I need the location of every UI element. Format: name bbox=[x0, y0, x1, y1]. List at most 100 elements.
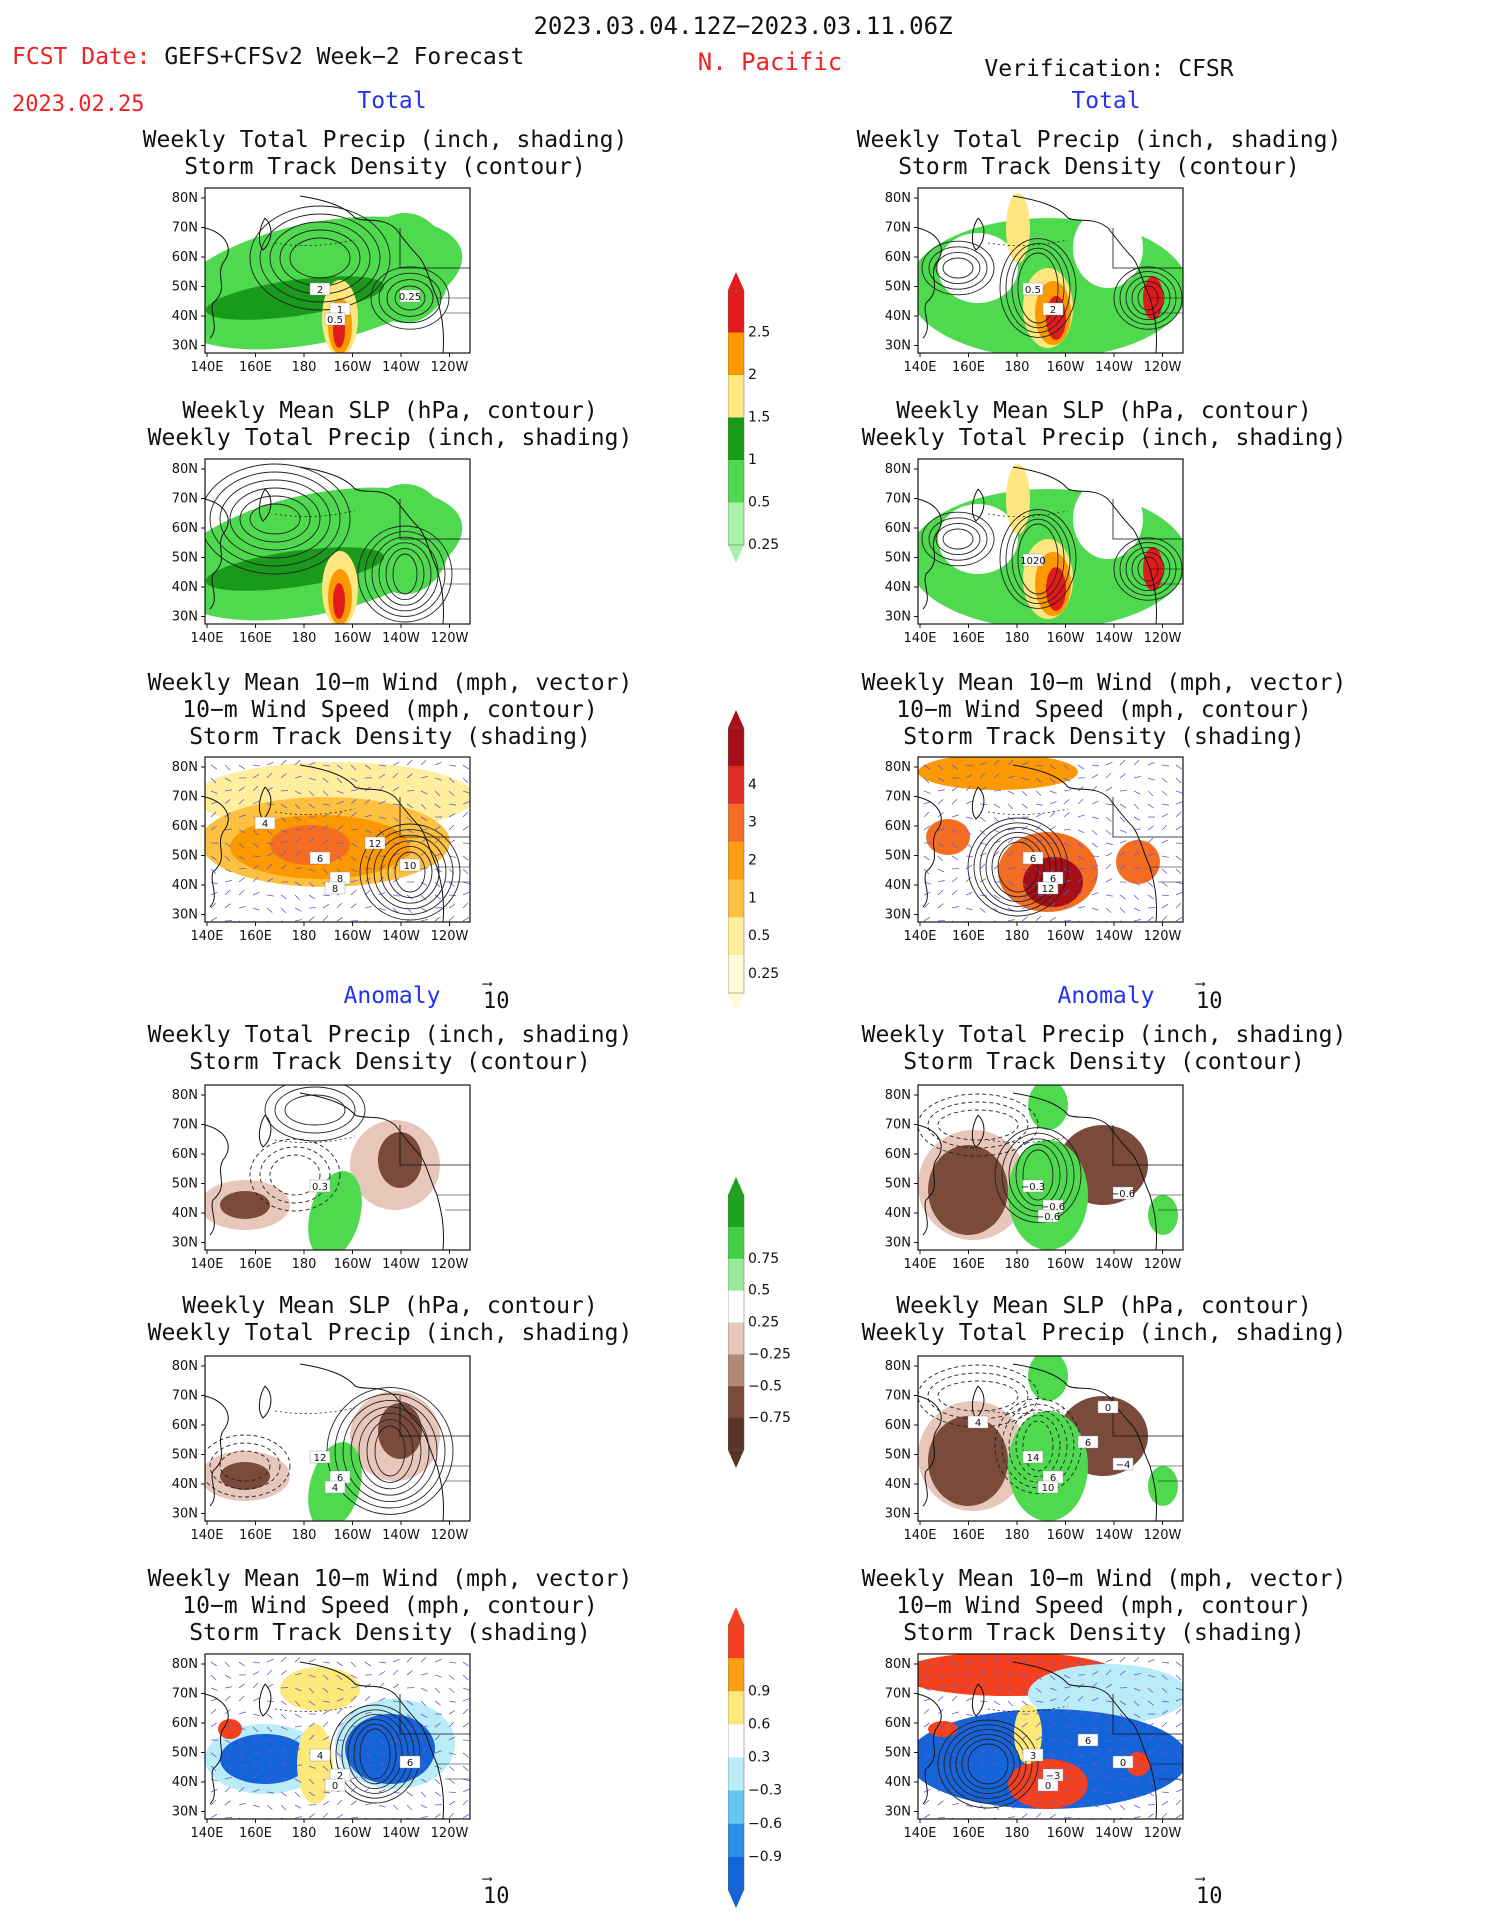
precip-deficit-shading bbox=[220, 1462, 270, 1490]
aleutian-islands bbox=[987, 1407, 1069, 1414]
lat-label: 80N bbox=[885, 1359, 911, 1374]
title-f-anom-slp: Weekly Mean SLP (hPa, contour) Weekly Tot… bbox=[147, 1293, 633, 1346]
wind-vector bbox=[1077, 877, 1084, 883]
lat-label: 60N bbox=[885, 250, 911, 265]
wind-vector bbox=[951, 1661, 958, 1667]
lon-label: 160W bbox=[334, 929, 372, 944]
wind-vector bbox=[266, 1760, 273, 1767]
contour-value-label: 6 bbox=[317, 854, 323, 865]
lon-label: 140W bbox=[1095, 360, 1133, 375]
colorbar-segment bbox=[728, 879, 744, 918]
wind-vector bbox=[1147, 1813, 1154, 1819]
wind-vector bbox=[350, 1696, 357, 1702]
wind-vector bbox=[266, 1713, 273, 1719]
wind-vector bbox=[406, 1791, 413, 1797]
country-border bbox=[399, 797, 470, 838]
title-v-total-wind: Weekly Mean 10−m Wind (mph, vector) 10−m … bbox=[861, 670, 1347, 750]
map-verification-anomaly-wind: 3 −3 0 0 6 80N 70N 60N 50N 40N 30N 140E 160E 180 160W 1… bbox=[866, 1646, 1197, 1845]
wind-vector bbox=[406, 1670, 413, 1676]
wind-vector bbox=[322, 790, 329, 796]
map-frame bbox=[204, 187, 471, 354]
contour-value-label: 4 bbox=[332, 1483, 338, 1494]
wind-vector bbox=[378, 892, 386, 896]
wind-vector bbox=[238, 1764, 247, 1767]
precip-surplus-shading bbox=[1028, 1356, 1068, 1401]
title-f-total-slp: Weekly Mean SLP (hPa, contour) Weekly Tot… bbox=[147, 398, 633, 451]
wind-vector bbox=[252, 842, 259, 848]
map-verification-total-slp: 1020 80N 70N 60N 50N 40N 30N 140E 160E 180 160W 140… bbox=[866, 451, 1197, 650]
wind-vector bbox=[462, 825, 470, 831]
wind-vector bbox=[462, 1814, 470, 1819]
wind-vector bbox=[1175, 1788, 1183, 1793]
wind-vector bbox=[448, 1812, 455, 1819]
colorbar-segment bbox=[728, 460, 744, 503]
wind-vector bbox=[378, 1697, 386, 1702]
colorbar-precip-anomaly: 0.75 0.5 0.25 −0.25 −0.5 −0.75 bbox=[727, 1175, 818, 1474]
lat-label: 70N bbox=[172, 1118, 198, 1133]
contour-value-label: 2 bbox=[337, 1771, 343, 1782]
wind-vector bbox=[322, 777, 329, 783]
precip-red-shading bbox=[333, 583, 345, 619]
wind-vector bbox=[1021, 761, 1029, 766]
dry-region bbox=[938, 233, 1018, 303]
wind-vector bbox=[1091, 1671, 1099, 1676]
wind-vector bbox=[1049, 1698, 1057, 1702]
wind-vector bbox=[937, 903, 944, 909]
lat-label: 70N bbox=[172, 492, 198, 507]
state-border bbox=[437, 568, 470, 585]
wind-vector bbox=[280, 1713, 287, 1720]
wind-vector bbox=[1133, 1791, 1140, 1798]
wind-vector bbox=[937, 1739, 945, 1744]
wind-vector bbox=[420, 775, 428, 779]
lon-label: 140E bbox=[903, 1257, 936, 1272]
wind-vector bbox=[392, 803, 401, 806]
wind-vector bbox=[1175, 891, 1183, 896]
wind-vector bbox=[238, 829, 246, 834]
wind-vector bbox=[448, 1661, 456, 1664]
wind-vector bbox=[238, 867, 247, 870]
contour-line bbox=[949, 1729, 1027, 1799]
contour-line bbox=[264, 1085, 366, 1142]
wind-vector bbox=[965, 1682, 972, 1689]
wind-vector bbox=[308, 777, 316, 781]
wind-vector bbox=[1147, 1734, 1154, 1741]
wind-vector bbox=[923, 902, 930, 909]
wind-vector bbox=[1063, 889, 1070, 896]
wind-vector bbox=[364, 798, 371, 805]
contour-line bbox=[942, 528, 974, 550]
state-border bbox=[1150, 866, 1183, 883]
lon-label: 160E bbox=[952, 631, 985, 646]
contour-line bbox=[380, 840, 440, 904]
wind-vector bbox=[979, 1791, 987, 1794]
wind-vector bbox=[937, 868, 945, 873]
colorbar-segment bbox=[728, 1226, 744, 1260]
wind-vector bbox=[937, 789, 945, 792]
wind-vector bbox=[294, 1791, 301, 1798]
contour-line bbox=[991, 836, 1045, 898]
wind-vector bbox=[462, 855, 469, 861]
wind-vector bbox=[1175, 825, 1183, 831]
wind-vector bbox=[1007, 1816, 1015, 1819]
wind-vector bbox=[1091, 829, 1098, 836]
precip-deficit-shading bbox=[928, 1416, 1008, 1506]
contour-line bbox=[357, 525, 453, 623]
contour-line bbox=[943, 1724, 1033, 1804]
wind-vector bbox=[406, 1804, 413, 1811]
wind-vector bbox=[434, 1674, 442, 1678]
colorbar-segment bbox=[728, 1724, 744, 1758]
wind-vector bbox=[1049, 790, 1057, 794]
wind-vector bbox=[1105, 1700, 1114, 1703]
wind-vector bbox=[965, 842, 972, 848]
contour-line bbox=[921, 511, 995, 567]
region-title: N. Pacific bbox=[697, 48, 843, 76]
wind-vector bbox=[951, 814, 959, 818]
lon-label: 180 bbox=[1005, 360, 1030, 375]
wind-vector bbox=[434, 1778, 441, 1785]
colorbar-top-arrow bbox=[728, 1607, 744, 1625]
wind-vector bbox=[434, 1658, 442, 1663]
wind-vector bbox=[462, 1708, 469, 1715]
lat-label: 60N bbox=[172, 250, 198, 265]
wind-vector bbox=[965, 907, 973, 911]
wind-vector bbox=[448, 1791, 457, 1794]
wind-vector bbox=[979, 772, 986, 779]
